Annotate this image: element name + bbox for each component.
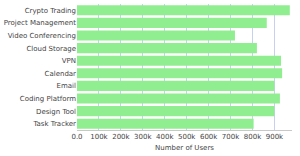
svg-text:Project Management: Project Management xyxy=(4,19,77,27)
svg-text:Calendar: Calendar xyxy=(45,70,77,78)
svg-text:500k: 500k xyxy=(178,133,196,141)
svg-text:0.0: 0.0 xyxy=(71,133,82,141)
svg-text:Task Tracker: Task Tracker xyxy=(32,120,76,128)
svg-text:300k: 300k xyxy=(134,133,152,141)
svg-text:Crypto Trading: Crypto Trading xyxy=(25,7,76,15)
svg-text:Design Tool: Design Tool xyxy=(36,108,76,116)
svg-text:100k: 100k xyxy=(90,133,108,141)
svg-text:VPN: VPN xyxy=(62,57,76,65)
svg-text:Number of Users: Number of Users xyxy=(155,144,214,152)
svg-text:400k: 400k xyxy=(156,133,174,141)
svg-text:700k: 700k xyxy=(222,133,240,141)
svg-text:800k: 800k xyxy=(244,133,262,141)
svg-text:Video Conferencing: Video Conferencing xyxy=(8,32,76,40)
svg-text:600k: 600k xyxy=(200,133,218,141)
svg-text:Email: Email xyxy=(57,82,76,90)
svg-text:900k: 900k xyxy=(266,133,284,141)
svg-text:Coding Platform: Coding Platform xyxy=(20,95,76,103)
svg-text:Cloud Storage: Cloud Storage xyxy=(26,45,76,53)
svg-text:200k: 200k xyxy=(112,133,130,141)
